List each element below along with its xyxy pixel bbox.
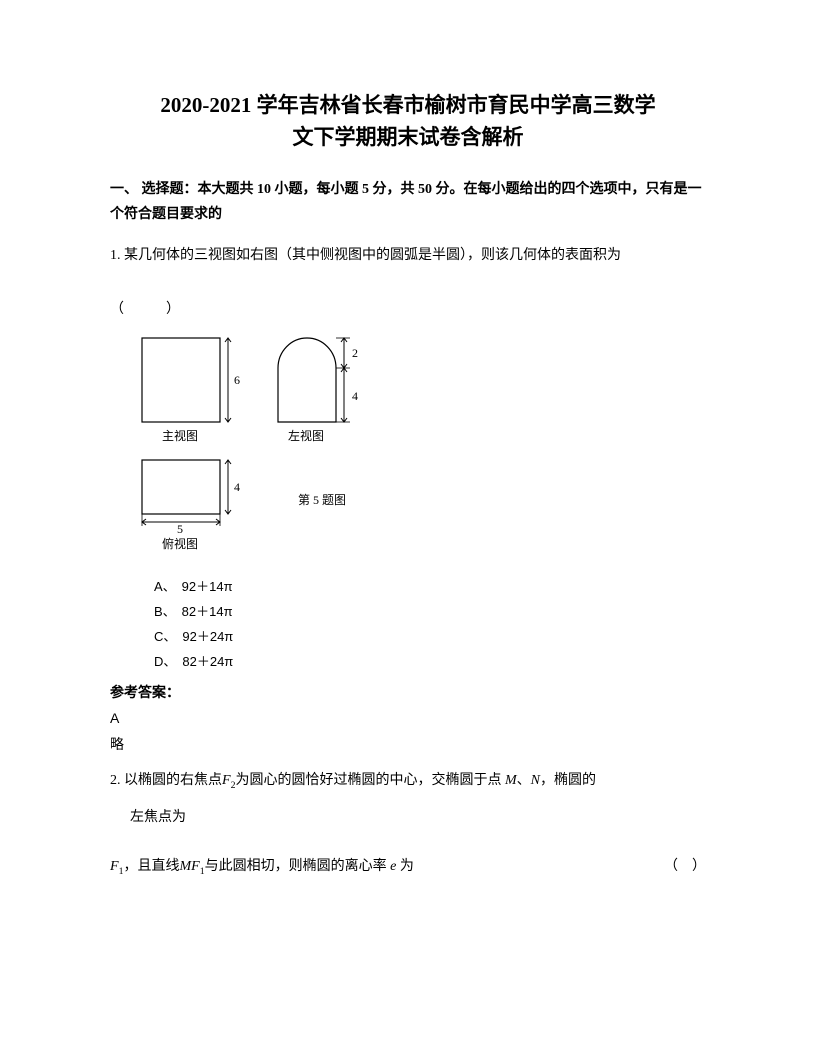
front-view: 6 主视图: [142, 338, 240, 443]
q2-e: e: [390, 859, 396, 874]
q2-text-3a: ，且直线: [123, 859, 179, 874]
answer-brief: 略: [110, 734, 706, 754]
option-c-label: C、: [154, 626, 176, 645]
title-line-1: 2020-2021 学年吉林省长春市榆树市育民中学高三数学: [160, 93, 655, 117]
q2-text-a: 2. 以椭圆的右焦点: [110, 773, 222, 788]
question-1-paren: （ ）: [110, 298, 706, 318]
dim-6: 6: [234, 373, 240, 387]
option-a-text: 92＋14π: [182, 576, 233, 595]
option-a: A、 92＋14π: [154, 576, 706, 595]
exam-page: 2020-2021 学年吉林省长春市榆树市育民中学高三数学 文下学期期末试卷含解…: [0, 0, 816, 1056]
side-label: 左视图: [288, 428, 324, 443]
option-c-text: 92＋24π: [182, 626, 233, 645]
q1-options: A、 92＋14π B、 82＋14π C、 92＋24π D、 82＋24π: [154, 576, 706, 670]
option-d: D、 82＋24π: [154, 651, 706, 670]
top-label: 俯视图: [162, 536, 198, 551]
q2-text-c: ，椭圆的: [540, 773, 596, 788]
dim-5: 5: [177, 522, 183, 536]
dim-4a: 4: [352, 389, 358, 403]
q2-text-3b: 与此圆相切，则椭圆的离心率: [205, 859, 387, 874]
option-d-label: D、: [154, 651, 176, 670]
q2-N: N: [531, 773, 540, 788]
q2-paren: （ ）: [664, 854, 706, 881]
question-2-line2: 左焦点为: [130, 805, 706, 832]
three-view-figure: 6 主视图 2 4 左视图: [110, 326, 706, 566]
dim-2: 2: [352, 346, 358, 360]
top-view: 4 5 俯视图: [142, 460, 240, 551]
section-1-heading: 一、 选择题：本大题共 10 小题，每小题 5 分，共 50 分。在每小题给出的…: [110, 177, 706, 227]
figure-svg: 6 主视图 2 4 左视图: [110, 326, 400, 566]
title-line-2: 文下学期期末试卷含解析: [293, 125, 524, 149]
question-1: 1. 某几何体的三视图如右图（其中侧视图中的圆弧是半圆），则该几何体的表面积为: [110, 243, 706, 270]
option-c: C、 92＋24π: [154, 626, 706, 645]
q2-text-b: 为圆心的圆恰好过椭圆的中心，交椭圆于点: [235, 773, 501, 788]
side-view: 2 4 左视图: [278, 338, 358, 443]
answer-heading: 参考答案：: [110, 682, 706, 702]
option-b-label: B、: [154, 601, 176, 620]
q2-F1: F: [110, 859, 119, 874]
q2-line3-left: F1，且直线MF1与此圆相切，则椭圆的离心率 e 为: [110, 854, 414, 881]
option-b-text: 82＋14π: [182, 601, 233, 620]
dim-4b: 4: [234, 480, 240, 494]
question-2-line3: F1，且直线MF1与此圆相切，则椭圆的离心率 e 为 （ ）: [110, 854, 706, 881]
q2-MF1: MF: [179, 859, 199, 874]
figure-caption: 第 5 题图: [298, 493, 346, 507]
option-a-label: A、: [154, 576, 176, 595]
q2-text-3c: 为: [400, 859, 414, 874]
q2-M: M: [505, 773, 517, 788]
q2-F: F: [222, 773, 231, 788]
option-d-text: 82＋24π: [182, 651, 233, 670]
answer-letter: A: [110, 710, 706, 726]
option-b: B、 82＋14π: [154, 601, 706, 620]
front-label: 主视图: [162, 428, 198, 443]
page-title: 2020-2021 学年吉林省长春市榆树市育民中学高三数学 文下学期期末试卷含解…: [110, 90, 706, 153]
question-2-line1: 2. 以椭圆的右焦点F2为圆心的圆恰好过椭圆的中心，交椭圆于点 M、N，椭圆的: [110, 768, 706, 795]
